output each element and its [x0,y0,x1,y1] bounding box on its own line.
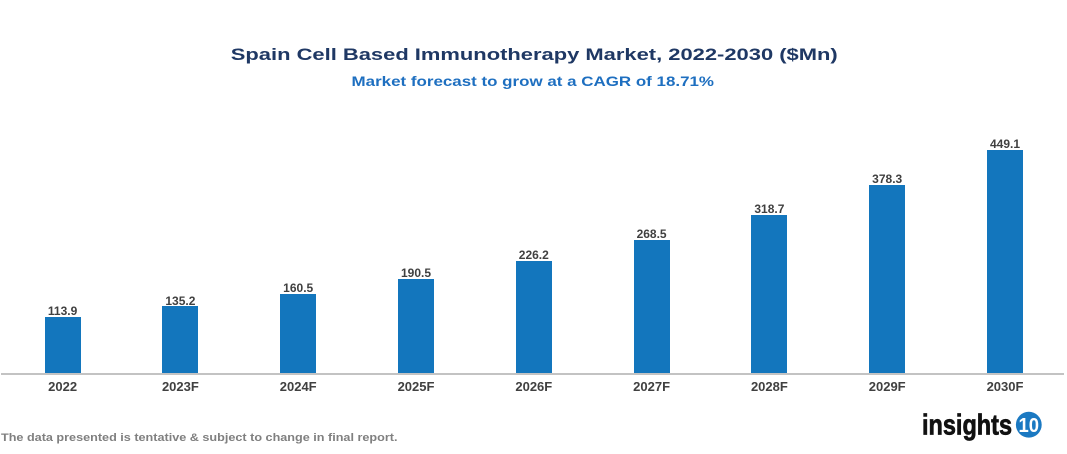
svg-text:insights: insights [922,410,1012,442]
svg-text:10: 10 [1019,415,1040,437]
